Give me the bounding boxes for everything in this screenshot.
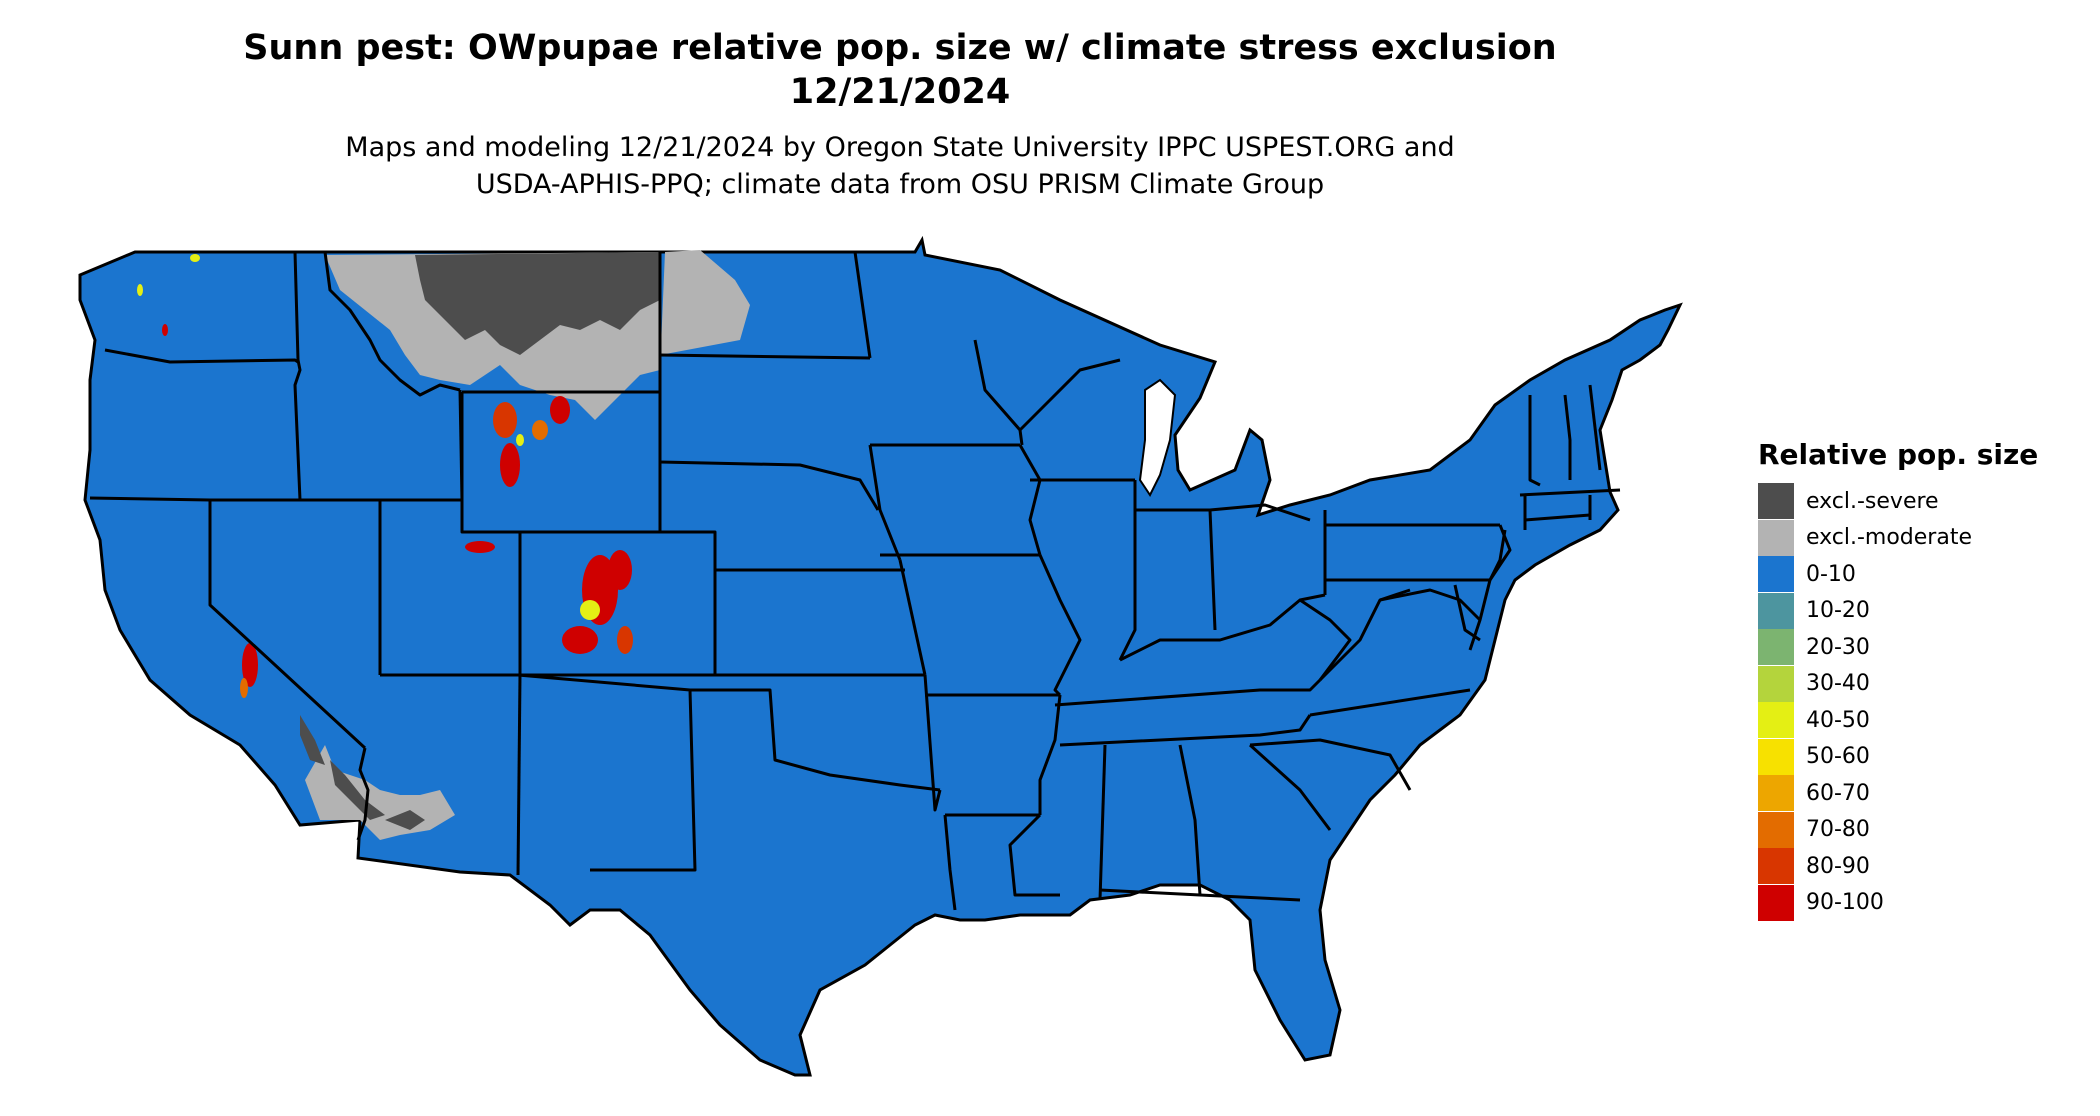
legend-label: 0-10	[1806, 561, 1856, 587]
legend-label: 50-60	[1806, 744, 1870, 770]
legend-item: 0-10	[1758, 556, 2038, 593]
legend-label: excl.-severe	[1806, 488, 1939, 514]
legend-swatch	[1758, 884, 1794, 921]
legend-item: 70-80	[1758, 811, 2038, 849]
legend-label: 80-90	[1806, 853, 1870, 879]
us-landmass	[78, 235, 1683, 1077]
legend-item: 80-90	[1758, 848, 2038, 885]
legend-item: 40-50	[1758, 702, 2038, 739]
legend-item: 30-40	[1758, 665, 2038, 703]
legend-swatch	[1758, 519, 1794, 556]
legend-item: 20-30	[1758, 629, 2038, 666]
legend-swatch	[1758, 556, 1794, 593]
legend-label: 30-40	[1806, 671, 1870, 697]
legend-label: 70-80	[1806, 817, 1870, 843]
legend-item: 10-20	[1758, 592, 2038, 630]
legend-item: 50-60	[1758, 738, 2038, 776]
map-title-line2: 12/21/2024	[789, 72, 1011, 112]
map-subtitle-line2: USDA-APHIS-PPQ; climate data from OSU PR…	[475, 169, 1325, 200]
legend-item: 60-70	[1758, 775, 2038, 812]
legend-item: excl.-severe	[1758, 483, 2038, 520]
legend-swatch	[1758, 629, 1794, 666]
legend-label: 40-50	[1806, 707, 1870, 733]
lake-michigan	[1138, 378, 1177, 497]
legend: Relative pop. size excl.-severe excl.-mod…	[1758, 438, 2038, 921]
legend-swatch	[1758, 738, 1794, 775]
excl-severe-southwest	[300, 715, 425, 830]
legend-swatch	[1758, 665, 1794, 702]
map-subtitle-line1: Maps and modeling 12/21/2024 by Oregon S…	[345, 132, 1455, 163]
legend-title: Relative pop. size	[1758, 438, 2039, 471]
excl-severe-montana	[415, 252, 660, 355]
hotspots	[137, 254, 633, 698]
legend-swatch	[1758, 483, 1794, 520]
legend-swatch	[1758, 775, 1794, 812]
map-title-line1: Sunn pest: OWpupae relative pop. size w/…	[243, 28, 1557, 68]
legend-item: 90-100	[1758, 884, 2038, 922]
legend-label: 90-100	[1806, 890, 1884, 916]
legend-label: 20-30	[1806, 634, 1870, 660]
legend-label: excl.-moderate	[1806, 525, 1972, 551]
legend-label: 60-70	[1806, 780, 1870, 806]
legend-swatch	[1758, 592, 1794, 629]
legend-swatch	[1758, 848, 1794, 885]
legend-item: excl.-moderate	[1758, 519, 2038, 557]
legend-swatch	[1758, 811, 1794, 848]
legend-items: excl.-severe excl.-moderate 0-10 10-20 20-30…	[1758, 483, 2038, 921]
state-borders	[89, 251, 1621, 911]
legend-label: 10-20	[1806, 598, 1870, 624]
legend-swatch	[1758, 702, 1794, 739]
